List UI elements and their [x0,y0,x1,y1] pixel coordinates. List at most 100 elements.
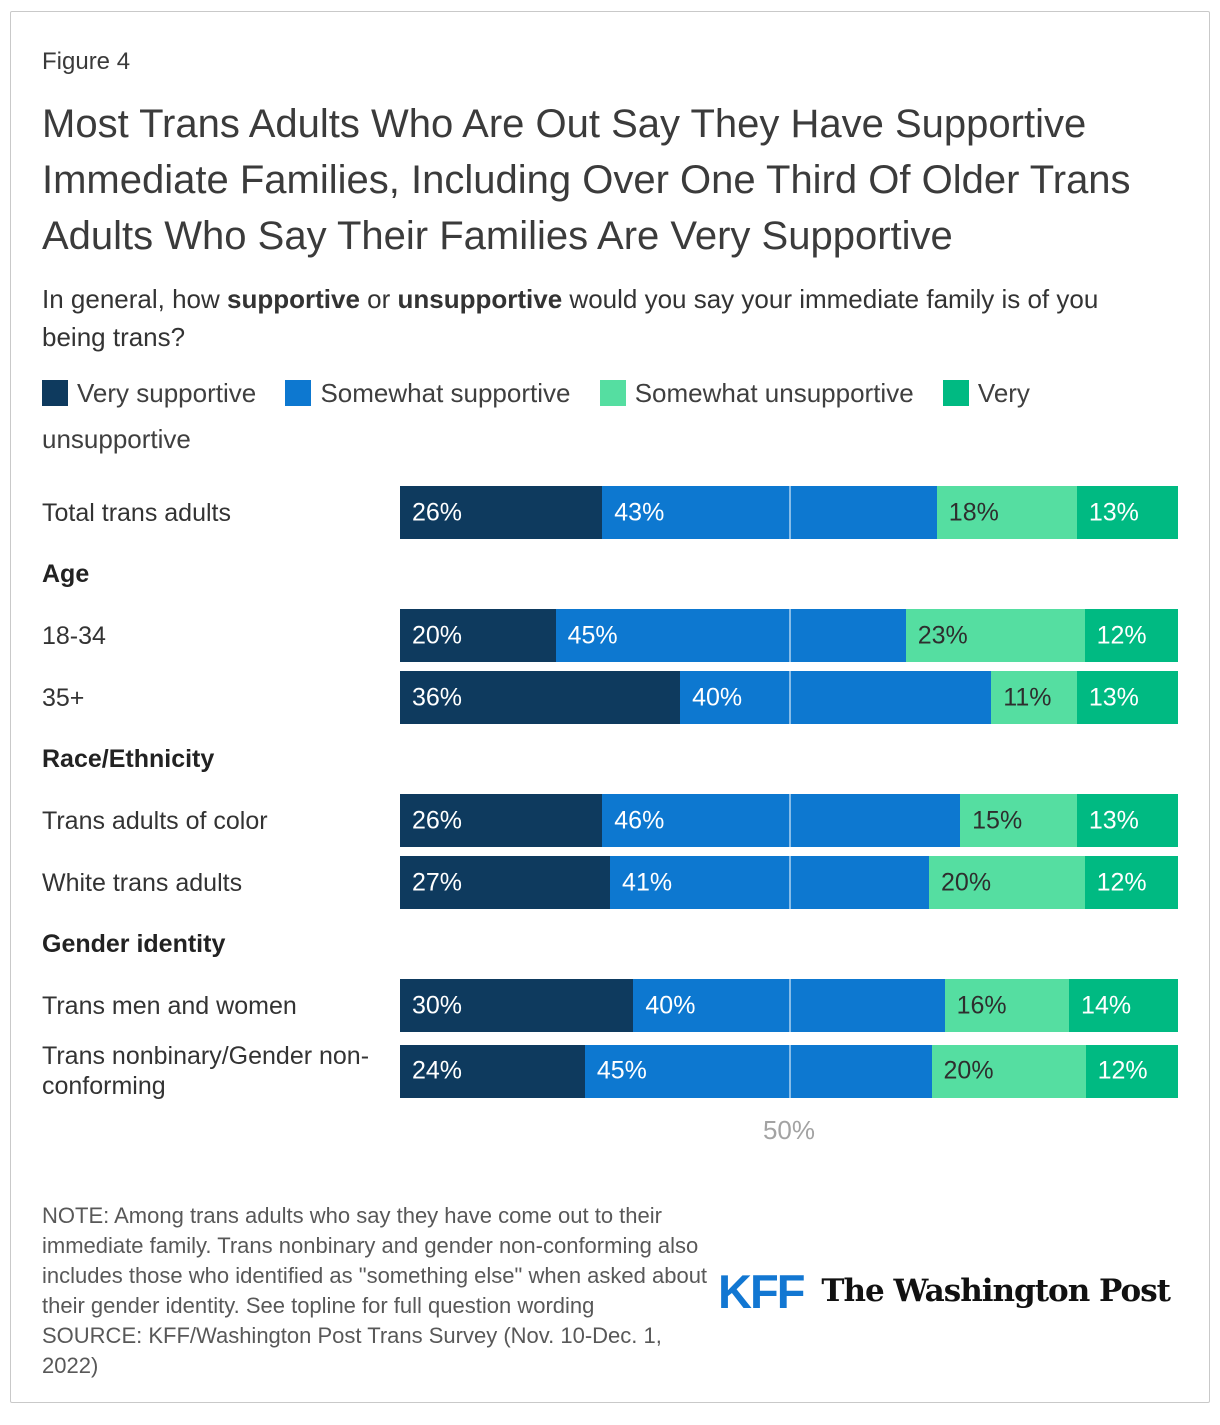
legend-swatch-icon [942,380,969,406]
legend-item: Somewhat unsupportive [599,378,914,408]
legend-swatch-icon [42,380,68,406]
row-label: Trans nonbinary/Gender non-conforming [42,1042,370,1100]
bar-segment: 11% [991,671,1077,724]
bar-segment: 20% [931,1044,1086,1098]
legend-item-label: Somewhat unsupportive [634,378,914,408]
row-label: Trans adults of color [42,806,268,835]
legend-item: Very unsupportive [42,378,1030,454]
bar-value-label: 30% [412,991,463,1019]
question-text: or [359,284,398,314]
chart-row: Trans adults of color 26% 46% 15% 13% [42,794,1178,847]
section-header: Race/Ethnicity [42,745,215,773]
bar-segment: 43% [602,486,937,539]
gridline-50pct [789,1044,791,1098]
bar-segment: 45% [555,609,906,662]
kff-logo: KFF [718,1264,805,1318]
gridline-50pct [789,486,791,539]
bar-segment: 15% [960,794,1077,847]
bar-track: 24% 45% 20% 12% [400,1044,1179,1098]
question-bold-supportive: supportive [227,284,360,314]
gridline-50pct [789,794,791,847]
bar-segment: 18% [936,486,1077,539]
bar-track: 26% 46% 15% 13% [400,794,1178,847]
bar-value-label: 20% [941,868,992,896]
washington-post-logo: The Washington Post [821,1273,1171,1309]
legend: Very supportive Somewhat supportive Some… [42,370,1122,462]
gridline-50pct [789,856,791,909]
bar-segment: 13% [1076,671,1178,724]
survey-question: In general, how supportive or unsupporti… [42,280,1107,356]
bar-segment: 13% [1076,794,1178,847]
bar-segment: 12% [1084,856,1178,909]
bar-value-label: 20% [412,621,463,649]
bar-segment: 12% [1085,1044,1179,1098]
figure-label: Figure 4 [42,48,131,75]
footer: NOTE: Among trans adults who say they ha… [42,1201,1178,1381]
legend-swatch-icon [285,380,312,406]
legend-item: Somewhat supportive [285,378,570,408]
legend-item-label: Somewhat supportive [320,378,571,408]
bar-value-label: 12% [1096,868,1147,896]
row-label: Trans men and women [42,991,297,1020]
question-text: would you say your immediate family is o… [42,284,1099,352]
legend-item: Very supportive [42,378,256,408]
legend-item-label: Very supportive [77,378,257,408]
note-text: NOTE: Among trans adults who say they ha… [42,1203,708,1318]
gridline-50pct [789,609,791,662]
bar-segment: 16% [944,979,1070,1032]
gridline-50pct [789,671,791,724]
bar-segment: 12% [1084,609,1178,662]
logos: KFF The Washington Post [718,1264,1178,1319]
chart-row: Total trans adults 26% 43% 18% 13% [42,486,1178,539]
bar-track: 36% 40% 11% 13% [400,671,1178,724]
bar-value-label: 36% [412,683,463,711]
bar-segment: 24% [400,1044,585,1098]
question-bold-unsupportive: unsupportive [397,284,563,314]
bar-segment: 14% [1069,979,1178,1032]
bar-segment: 26% [400,794,603,847]
legend-swatch-icon [599,380,626,406]
notes-block: NOTE: Among trans adults who say they ha… [42,1201,718,1381]
x-axis-tick-50: 50% [762,1115,816,1145]
bar-value-label: 18% [948,498,999,526]
legend-item-label: Very unsupportive [42,378,1030,454]
bar-segment: 45% [584,1044,932,1098]
row-label: Total trans adults [42,498,231,527]
bar-segment: 41% [610,856,930,909]
bar-value-label: 45% [596,1056,647,1085]
bar-value-label: 14% [1081,991,1132,1019]
bar-value-label: 24% [412,1056,463,1085]
figure-card: Figure 4 Most Trans Adults Who Are Out S… [10,11,1210,1403]
row-label: White trans adults [42,868,243,897]
bar-value-label: 12% [1097,1056,1148,1085]
figure-title: Most Trans Adults Who Are Out Say They H… [42,102,1131,258]
chart-row: 18-34 20% 45% 23% 12% [42,609,1178,662]
row-label: 35+ [42,683,85,712]
bar-value-label: 23% [917,621,968,649]
bar-value-label: 43% [614,498,665,526]
bar-segment: 27% [400,856,611,909]
bar-segment: 30% [400,979,634,1032]
chart-row: Trans men and women 30% 40% 16% 14% [42,979,1178,1032]
bar-segment: 26% [400,486,603,539]
row-label: 18-34 [42,621,106,650]
bar-track: 20% 45% 23% 12% [400,609,1178,662]
bar-value-label: 26% [412,806,463,834]
bar-value-label: 11% [1003,683,1052,711]
section-header: Gender identity [42,930,226,958]
bar-value-label: 40% [645,991,696,1019]
bar-value-label: 13% [1088,498,1139,526]
bar-value-label: 12% [1096,621,1147,649]
question-text: In general, how [42,284,228,314]
bar-value-label: 16% [956,991,1007,1019]
bar-segment: 46% [602,794,961,847]
bar-segment: 23% [905,609,1085,662]
bar-segment: 20% [929,856,1085,909]
bar-track: 30% 40% 16% 14% [400,979,1178,1032]
source-text: SOURCE: KFF/Washington Post Trans Survey… [42,1323,662,1378]
bar-segment: 13% [1076,486,1178,539]
bar-track: 27% 41% 20% 12% [400,856,1178,909]
bar-value-label: 46% [614,806,665,834]
bar-segment: 40% [680,671,992,724]
chart-row: Trans nonbinary/Gender non-conforming 24%… [42,1041,1179,1101]
